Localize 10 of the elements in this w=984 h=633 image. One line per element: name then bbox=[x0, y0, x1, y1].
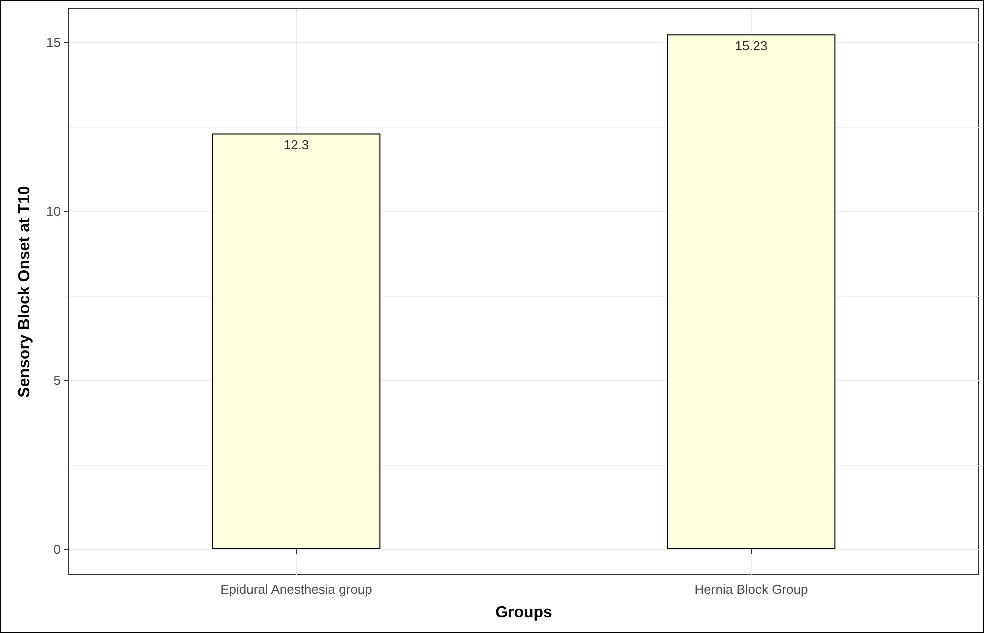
data-label: 12.3 bbox=[284, 138, 310, 153]
y-tick-label: 15 bbox=[46, 34, 61, 50]
x-tick-label: Epidural Anesthesia group bbox=[220, 582, 372, 597]
y-tick-label: 5 bbox=[54, 372, 61, 388]
y-tick-label: 10 bbox=[46, 204, 61, 219]
x-tick-label: Hernia Block Group bbox=[694, 582, 808, 597]
data-label: 15.23 bbox=[735, 38, 768, 54]
x-axis-title: Groups bbox=[496, 604, 553, 622]
y-tick-label: 0 bbox=[54, 542, 61, 557]
y-axis-title: Sensory Block Onset at T10 bbox=[16, 186, 34, 398]
